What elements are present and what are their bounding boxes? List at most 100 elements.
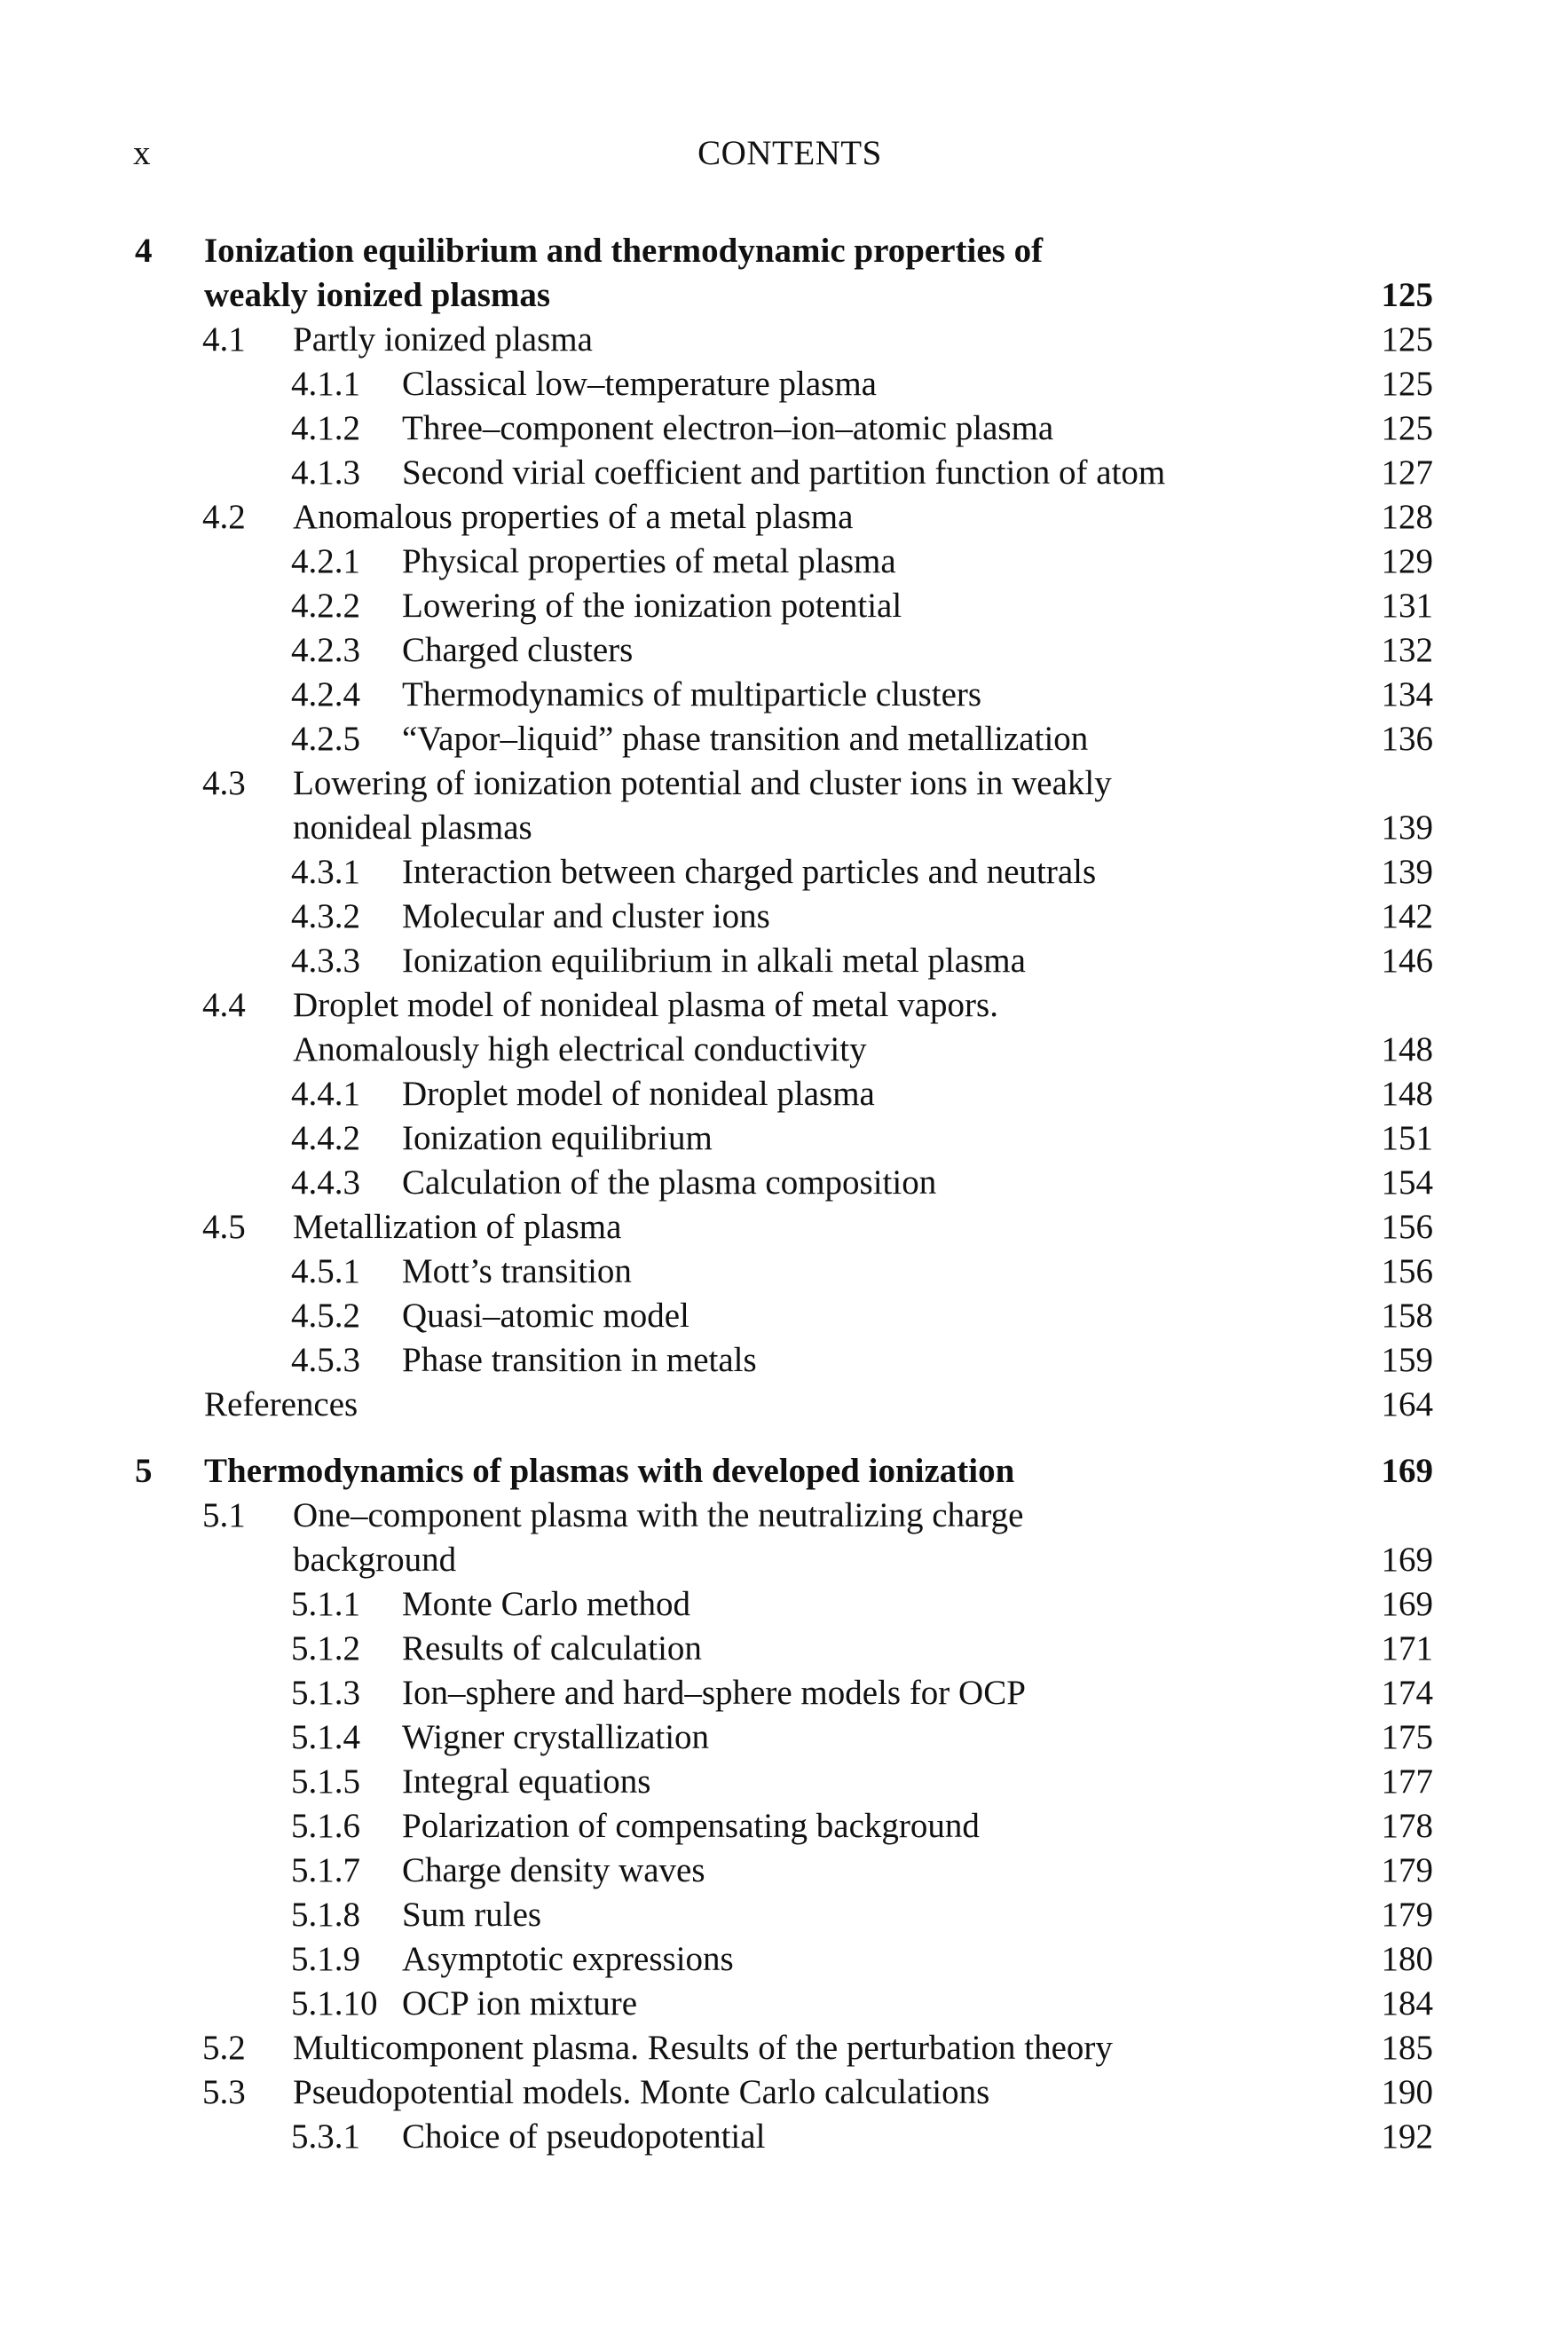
entry-title: Wigner crystallization: [402, 1718, 710, 1756]
entry-number: 4.5.3: [291, 1341, 360, 1379]
toc-section-entry: 4.2 Anomalous properties of a metal plasm…: [0, 495, 1568, 540]
entry-title: Sum rules: [402, 1896, 542, 1934]
entry-title: Asymptotic expressions: [402, 1940, 734, 1978]
entry-page-number: 175: [1381, 1718, 1434, 1756]
entry-title: Thermodynamics of plasmas with developed…: [204, 1452, 1015, 1490]
entry-page-number: 192: [1381, 2117, 1434, 2156]
toc-subsection-entry: 4.2.3 Charged clusters 132: [0, 628, 1568, 673]
entry-title: Charged clusters: [402, 631, 634, 669]
entry-title: One–component plasma with the neutralizi…: [293, 1496, 1024, 1534]
toc-subsection-entry: 4.3.2 Molecular and cluster ions 142: [0, 895, 1568, 939]
toc-subsection-entry: 4.5.3 Phase transition in metals 159: [0, 1338, 1568, 1383]
entry-title: Interaction between charged particles an…: [402, 853, 1097, 891]
entry-title: Anomalous properties of a metal plasma: [293, 498, 854, 536]
table-of-contents: 4 Ionization equilibrium and thermodynami…: [0, 229, 1568, 2159]
entry-number: 5.1.3: [291, 1674, 360, 1712]
entry-title: Ionization equilibrium and thermodynamic…: [204, 232, 1044, 270]
entry-number: 5.1.1: [291, 1585, 360, 1623]
entry-title: Three–component electron–ion–atomic plas…: [402, 409, 1054, 447]
entry-title: Molecular and cluster ions: [402, 897, 770, 935]
entry-title: Ionization equilibrium: [402, 1119, 713, 1157]
toc-subsection-entry: 5.1.1 Monte Carlo method 169: [0, 1582, 1568, 1627]
entry-number: 4.5.1: [291, 1252, 360, 1290]
entry-title: OCP ion mixture: [402, 1984, 638, 2022]
toc-subsection-entry: 4.3.1 Interaction between charged particl…: [0, 850, 1568, 895]
toc-section-entry: 4.5 Metallization of plasma 156: [0, 1205, 1568, 1250]
entry-title: Droplet model of nonideal plasma of meta…: [293, 986, 998, 1024]
entry-number: 4.4: [202, 986, 246, 1024]
entry-page-number: 132: [1381, 631, 1434, 669]
toc-section-entry: nonideal plasmas 139: [0, 806, 1568, 850]
toc-subsection-entry: 5.1.6 Polarization of compensating backgr…: [0, 1804, 1568, 1849]
entry-number: 4.2.4: [291, 675, 360, 714]
entry-title: Anomalously high electrical conductivity: [293, 1030, 867, 1068]
toc-subsection-entry: 5.1.9 Asymptotic expressions 180: [0, 1937, 1568, 1982]
entry-title: Ion–sphere and hard–sphere models for OC…: [402, 1674, 1026, 1712]
entry-page-number: 127: [1381, 453, 1434, 492]
toc-chapter-entry: weakly ionized plasmas 125: [0, 273, 1568, 318]
entry-title: “Vapor–liquid” phase transition and meta…: [402, 720, 1089, 758]
toc-chapter-entry: 5 Thermodynamics of plasmas with develope…: [0, 1449, 1568, 1494]
entry-page-number: 179: [1381, 1851, 1434, 1889]
entry-number: 4.4.1: [291, 1075, 360, 1113]
toc-chapter-entry: 4 Ionization equilibrium and thermodynami…: [0, 229, 1568, 273]
entry-title: References: [204, 1385, 359, 1423]
toc-subsection-entry: 4.5.2 Quasi–atomic model 158: [0, 1294, 1568, 1338]
entry-page-number: 125: [1381, 320, 1434, 359]
entry-number: 5.1.2: [291, 1629, 360, 1668]
entry-page-number: 177: [1381, 1762, 1434, 1801]
page-number: x: [133, 134, 151, 172]
entry-page-number: 159: [1381, 1341, 1434, 1379]
entry-title: Classical low–temperature plasma: [402, 365, 877, 403]
entry-number: 5.3: [202, 2073, 246, 2111]
entry-page-number: 142: [1381, 897, 1434, 935]
toc-section-entry: 5.2 Multicomponent plasma. Results of the…: [0, 2026, 1568, 2070]
toc-section-entry: Anomalously high electrical conductivity…: [0, 1028, 1568, 1072]
toc-subsection-entry: 5.1.4 Wigner crystallization 175: [0, 1715, 1568, 1760]
toc-subsection-entry: 4.4.1 Droplet model of nonideal plasma 148: [0, 1072, 1568, 1116]
entry-page-number: 174: [1381, 1674, 1434, 1712]
entry-number: 5: [135, 1452, 153, 1490]
toc-subsection-entry: 5.1.8 Sum rules 179: [0, 1893, 1568, 1937]
entry-number: 5.2: [202, 2029, 246, 2067]
running-head: CONTENTS: [697, 134, 882, 172]
toc-section-entry: 5.1 One–component plasma with the neutral…: [0, 1494, 1568, 1538]
entry-page-number: 184: [1381, 1984, 1434, 2022]
entry-number: 4.2: [202, 498, 246, 536]
entry-page-number: 190: [1381, 2073, 1434, 2111]
entry-number: 5.3.1: [291, 2117, 360, 2156]
entry-title: Lowering of the ionization potential: [402, 587, 902, 625]
entry-number: 4.5: [202, 1208, 246, 1246]
entry-page-number: 136: [1381, 720, 1434, 758]
toc-subsection-entry: 4.4.2 Ionization equilibrium 151: [0, 1116, 1568, 1161]
entry-page-number: 154: [1381, 1163, 1434, 1202]
entry-number: 5.1.8: [291, 1896, 360, 1934]
entry-page-number: 185: [1381, 2029, 1434, 2067]
entry-number: 4.4.2: [291, 1119, 360, 1157]
entry-page-number: 156: [1381, 1252, 1434, 1290]
entry-title: Calculation of the plasma composition: [402, 1163, 937, 1202]
toc-section-entry: 4.1 Partly ionized plasma 125: [0, 318, 1568, 362]
entry-page-number: 180: [1381, 1940, 1434, 1978]
entry-page-number: 125: [1381, 276, 1434, 314]
entry-title: Quasi–atomic model: [402, 1297, 689, 1335]
toc-subsection-entry: 5.1.5 Integral equations 177: [0, 1760, 1568, 1804]
entry-title: Multicomponent plasma. Results of the pe…: [293, 2029, 1113, 2067]
entry-number: 4.1.3: [291, 453, 360, 492]
entry-title: Charge density waves: [402, 1851, 705, 1889]
entry-number: 4.2.1: [291, 542, 360, 580]
entry-number: 5.1.6: [291, 1807, 360, 1845]
toc-subsection-entry: 4.3.3 Ionization equilibrium in alkali me…: [0, 939, 1568, 983]
toc-section-entry: 4.3 Lowering of ionization potential and …: [0, 761, 1568, 806]
entry-page-number: 139: [1381, 853, 1434, 891]
entry-number: 4.2.2: [291, 587, 360, 625]
entry-page-number: 169: [1381, 1541, 1434, 1579]
entry-title: Pseudopotential models. Monte Carlo calc…: [293, 2073, 990, 2111]
toc-subsection-entry: 4.5.1 Mott’s transition 156: [0, 1250, 1568, 1294]
entry-number: 4: [135, 232, 153, 270]
entry-page-number: 125: [1381, 365, 1434, 403]
toc-subsection-entry: 5.1.2 Results of calculation 171: [0, 1627, 1568, 1671]
entry-page-number: 125: [1381, 409, 1434, 447]
entry-number: 4.5.2: [291, 1297, 360, 1335]
entry-title: Partly ionized plasma: [293, 320, 593, 359]
